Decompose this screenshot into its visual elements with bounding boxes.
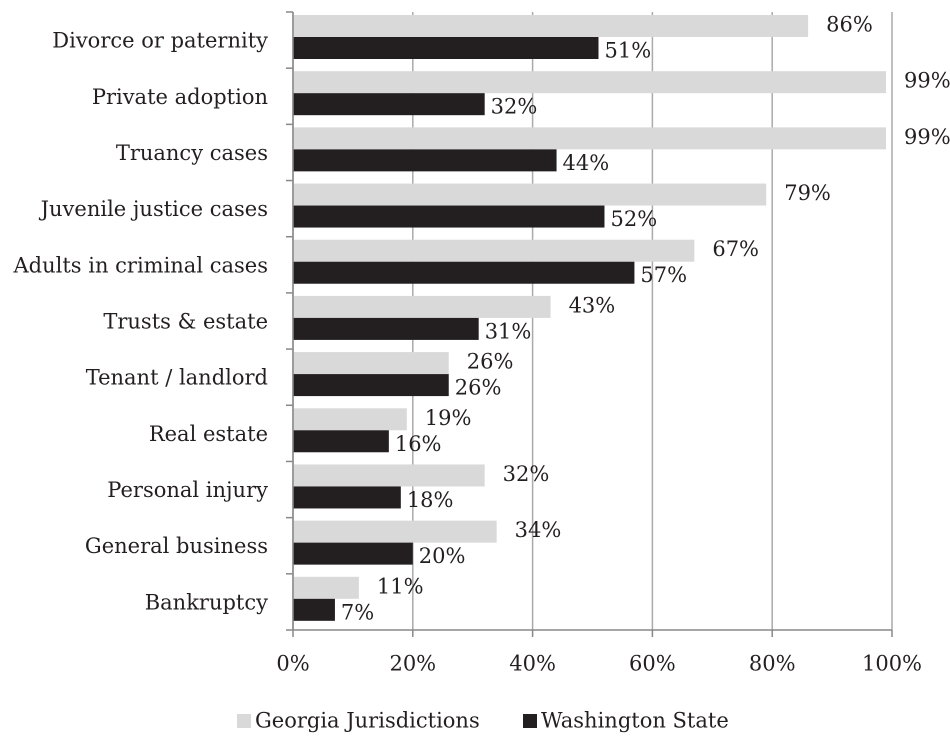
value-label: 20% (419, 544, 466, 568)
bar (293, 408, 407, 431)
bar (293, 374, 449, 397)
y-tick-label: Private adoption (92, 85, 268, 109)
bar (293, 261, 635, 284)
value-label: 79% (784, 181, 831, 205)
bar (293, 37, 599, 59)
x-tick-label: 0% (276, 652, 309, 676)
bar (293, 464, 485, 487)
value-label: 31% (485, 319, 532, 343)
labels: 0% 20% 40% 60% 80% 100% Divorce or paternity 86… (12, 13, 950, 733)
bar (293, 520, 497, 543)
value-label: 52% (610, 207, 657, 231)
value-label: 7% (341, 600, 374, 624)
value-label: 51% (604, 39, 651, 63)
value-label: 43% (569, 293, 616, 317)
bar (293, 71, 887, 94)
legend-swatch (237, 714, 251, 728)
y-tick-label: Truancy cases (116, 141, 268, 165)
bar (293, 576, 359, 599)
y-tick-label: Personal injury (107, 478, 268, 502)
value-label: 99% (904, 125, 950, 149)
bars (293, 15, 887, 621)
value-label: 32% (491, 95, 538, 119)
value-label: 19% (425, 406, 472, 430)
bar (293, 205, 605, 228)
bar (293, 352, 449, 375)
bar (293, 183, 767, 206)
x-tick-label: 20% (389, 652, 436, 676)
value-label: 26% (455, 376, 502, 400)
value-label: 99% (904, 69, 950, 93)
x-tick-label: 100% (862, 652, 922, 676)
x-tick-label: 80% (749, 652, 796, 676)
value-label: 44% (563, 151, 610, 175)
bar (293, 430, 389, 453)
bar (293, 93, 485, 116)
bar (293, 317, 479, 340)
bar (293, 127, 887, 150)
value-label: 34% (515, 518, 562, 542)
bar (293, 486, 401, 509)
x-tick-label: 60% (629, 652, 676, 676)
axis-line (292, 12, 892, 631)
y-tick-label: Trusts & estate (103, 310, 268, 334)
bar (293, 15, 809, 37)
bar (293, 598, 335, 621)
value-label: 11% (377, 574, 424, 598)
y-tick-label: Adults in criminal cases (12, 253, 268, 277)
legend-label: Georgia Jurisdictions (255, 709, 480, 733)
value-label: 16% (395, 432, 442, 456)
y-tick-label: Divorce or paternity (52, 29, 268, 53)
value-label: 32% (503, 462, 550, 486)
value-label: 26% (467, 350, 514, 374)
bar (293, 239, 695, 262)
y-tick-label: Tenant / landlord (86, 366, 268, 390)
y-tick-label: Real estate (149, 422, 268, 446)
value-label: 86% (826, 13, 873, 37)
value-label: 57% (640, 263, 687, 287)
legend-swatch (523, 714, 537, 728)
y-tick-label: General business (85, 534, 268, 558)
x-tick-label: 40% (509, 652, 556, 676)
bar (293, 149, 557, 172)
value-label: 67% (712, 237, 759, 261)
bar (293, 542, 413, 565)
value-label: 18% (407, 488, 454, 512)
y-tick-label: Bankruptcy (145, 590, 268, 614)
bar (293, 295, 551, 318)
y-tick-label: Juvenile justice cases (39, 197, 268, 221)
legend-label: Washington State (541, 709, 729, 733)
